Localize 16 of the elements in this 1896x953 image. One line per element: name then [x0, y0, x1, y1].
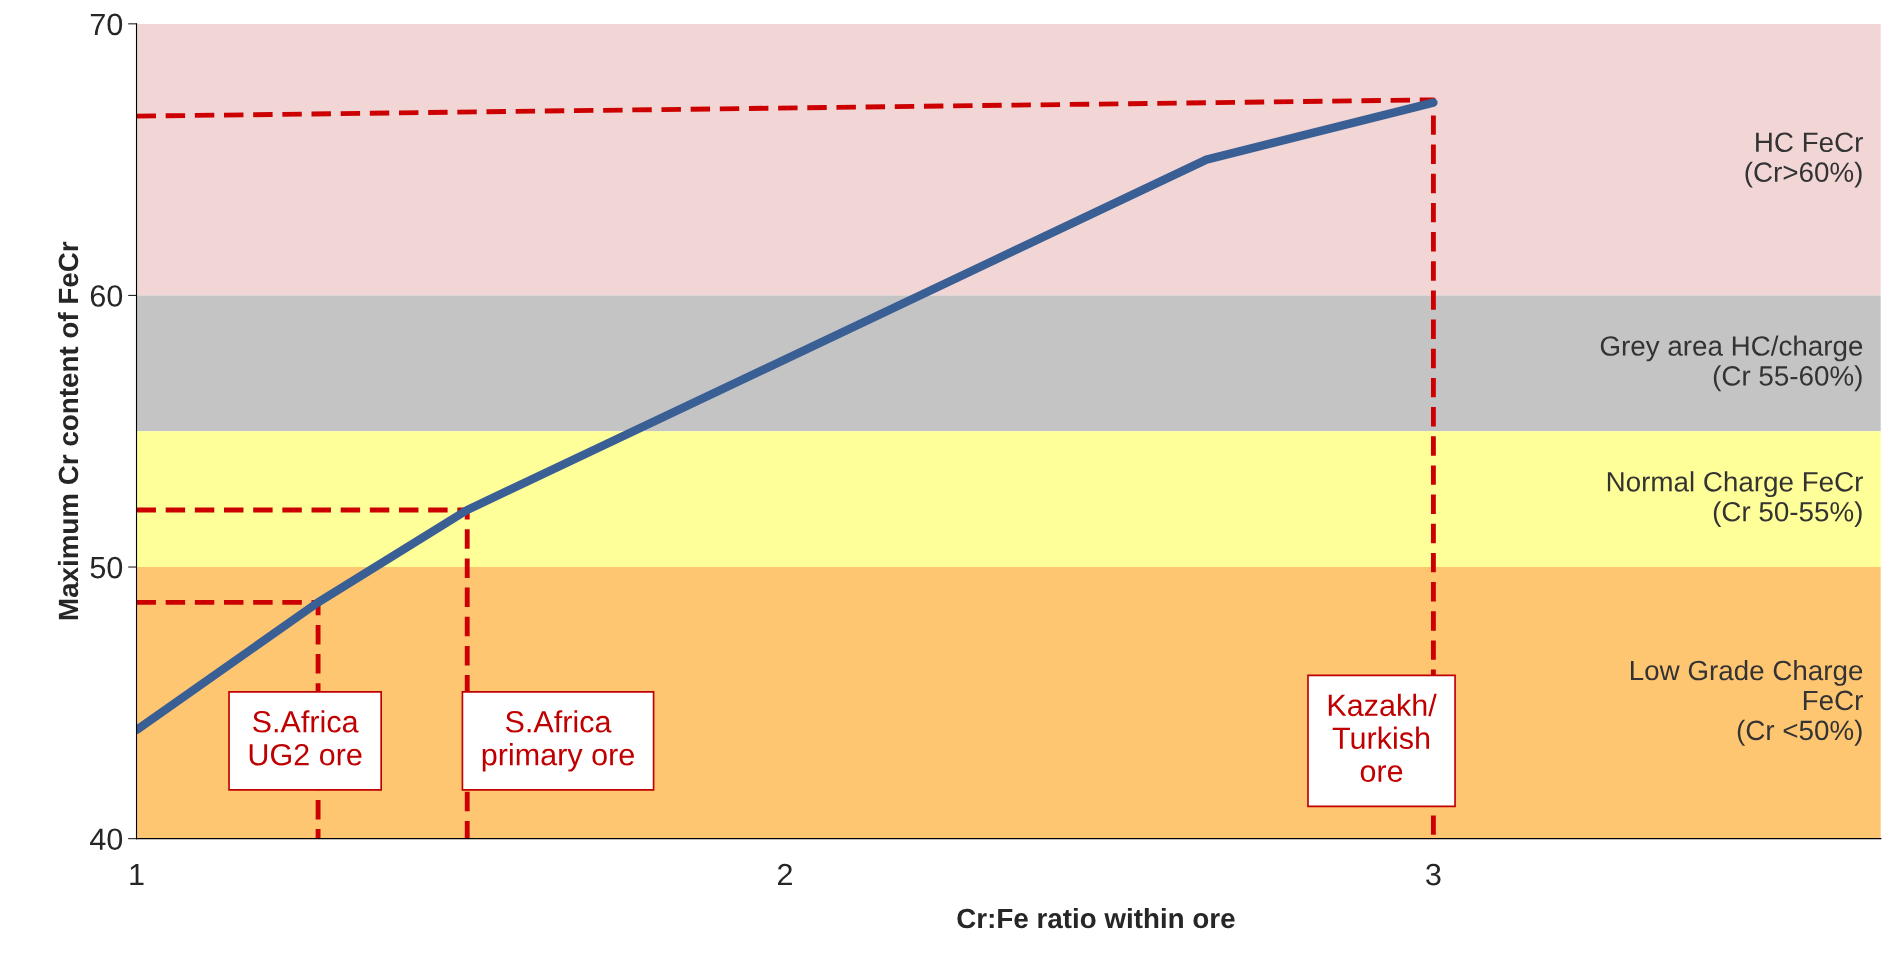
y-tick-label: 50 [90, 556, 123, 579]
band-label: Low Grade Charge FeCr (Cr <50%) [1630, 659, 1863, 746]
annotation: S.Africa primary ore [482, 710, 634, 772]
annotation: Kazakh/ Turkish ore [1328, 693, 1437, 782]
y-tick-label: 40 [90, 828, 123, 851]
annotation: S.Africa UG2 ore [249, 710, 362, 766]
y-tick-label: 70 [90, 13, 123, 36]
band-label: Grey area HC/charge (Cr 55-60%) [1600, 335, 1863, 392]
x-axis-title: Cr:Fe ratio within ore [957, 907, 1235, 929]
y-tick-label: 60 [90, 285, 123, 307]
x-tick-label: 1 [130, 864, 144, 886]
y-axis-title: Maximum Cr content of FeCr [57, 241, 79, 620]
band-label: HC FeCr (Cr>60%) [1745, 132, 1863, 188]
band-label: Normal Charge FeCr (Cr 50-55%) [1607, 471, 1863, 528]
x-tick-label: 3 [1426, 863, 1441, 886]
x-tick-label: 2 [778, 863, 792, 886]
